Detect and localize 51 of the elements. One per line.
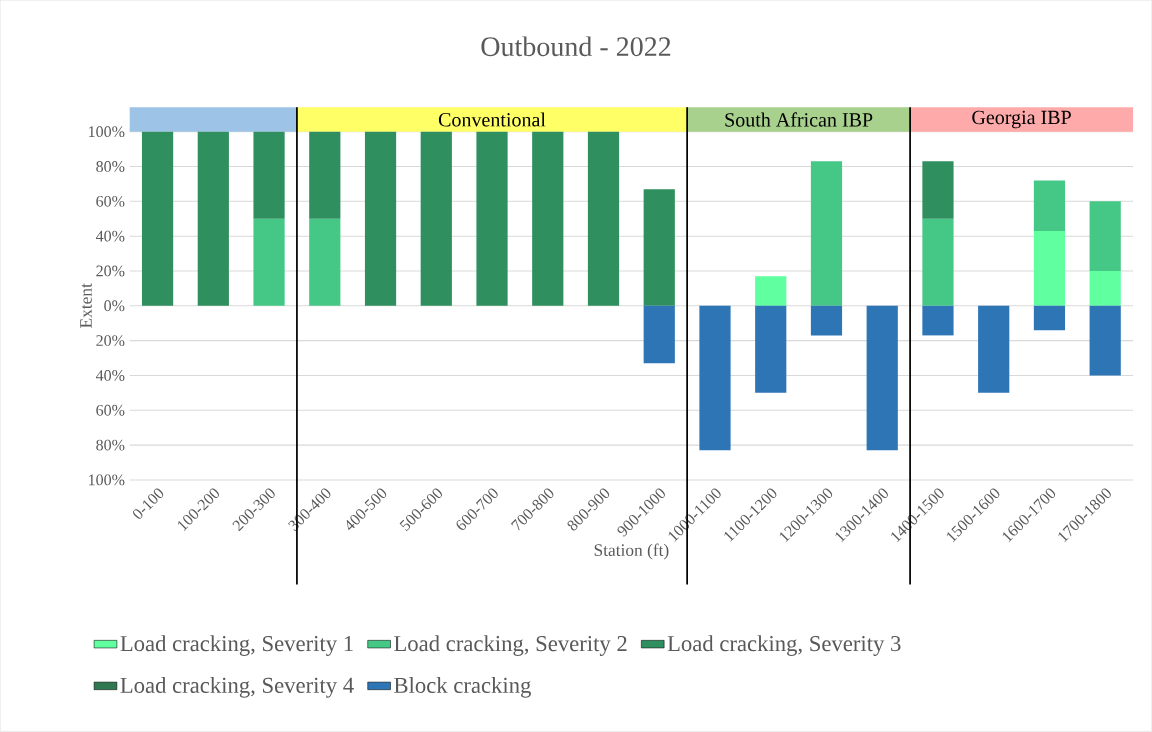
y-tick-label: 60%: [96, 196, 125, 207]
y-tick-label: 40%: [95, 370, 125, 382]
y-axis-title: Extent: [80, 283, 92, 329]
legend-label: Load cracking, Severity 4: [120, 677, 354, 698]
text: Georgia IBP: [972, 110, 1071, 129]
bar: [755, 305, 787, 394]
bar: [699, 305, 731, 451]
bar: [643, 305, 675, 364]
bar: [253, 131, 285, 219]
bar: [922, 305, 954, 336]
y-tick-label: 80%: [96, 439, 125, 451]
y-tick-label: 100%: [89, 474, 125, 486]
bar: [866, 305, 898, 451]
bar: [253, 218, 285, 306]
bar: [755, 276, 787, 306]
text: Conventional: [438, 112, 546, 127]
bar: [1033, 231, 1066, 306]
text: South African IBP: [725, 112, 873, 127]
bar: [643, 189, 675, 306]
bar: [978, 305, 1010, 394]
bar: [309, 131, 341, 219]
bar: [810, 161, 843, 306]
legend-label: Load cracking, Severity 2: [394, 635, 627, 657]
bar: [922, 218, 954, 306]
bar: [1089, 271, 1121, 306]
bar: [476, 131, 508, 306]
bar: [141, 131, 174, 306]
bar: [364, 131, 397, 306]
bar: [810, 305, 843, 336]
bar: [532, 131, 564, 306]
y-tick-label: 100%: [89, 126, 125, 138]
x-axis-title: Station (ft): [594, 543, 669, 560]
bar: [309, 218, 341, 306]
bar: [587, 131, 620, 306]
y-tick-label: 20%: [96, 335, 125, 347]
bar: [1089, 201, 1121, 272]
y-tick-label: 0%: [104, 300, 125, 312]
bar: [1089, 305, 1121, 376]
y-tick-label: 40%: [95, 230, 125, 242]
chart-title: Outbound - 2022: [481, 36, 671, 57]
bar: [1033, 180, 1066, 232]
bar: [922, 161, 954, 219]
bar: [420, 131, 452, 306]
bar: [197, 131, 229, 306]
legend-label: Load cracking, Severity 1: [120, 635, 353, 657]
y-tick-label: 80%: [96, 161, 125, 173]
legend-label: Block cracking: [394, 677, 531, 698]
y-tick-label: 20%: [96, 265, 125, 277]
bar: [1033, 305, 1066, 331]
y-tick-label: 60%: [96, 404, 125, 416]
legend-label: Load cracking, Severity 3: [667, 635, 901, 657]
